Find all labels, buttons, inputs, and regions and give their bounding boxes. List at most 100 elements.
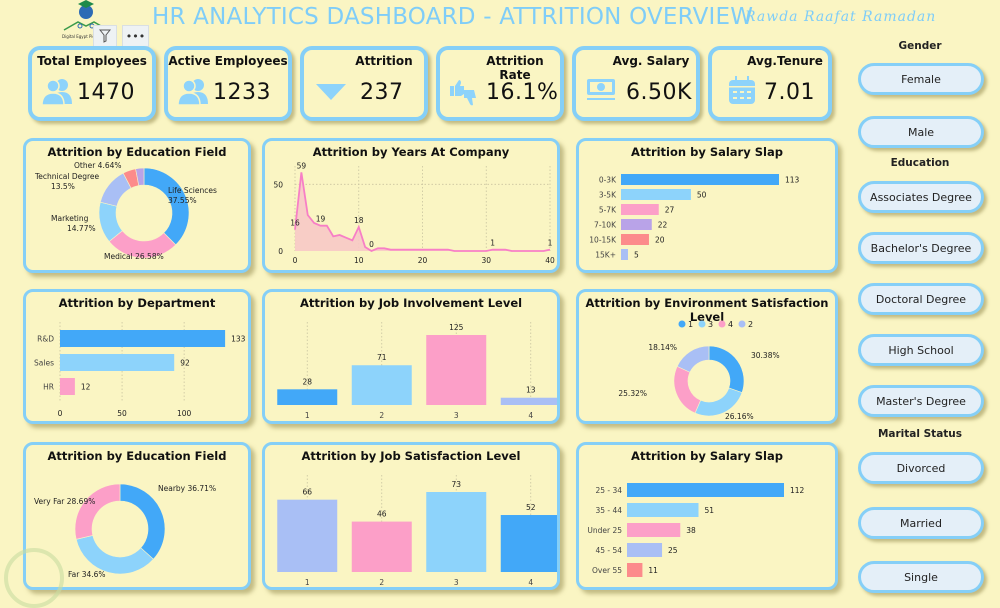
x-tick-label: 40	[545, 256, 555, 265]
slicer-option-masters-degree[interactable]: Master's Degree	[858, 385, 984, 417]
chart-canvas: 0-3K 113 3-5K 50 5-7K 27 7-10K 22 10-15K 20 15K+ 5	[589, 174, 800, 260]
legend-marker	[718, 320, 726, 328]
data-label: Other 4.64%	[74, 161, 122, 170]
chart-title: Attrition by Salary Slap	[631, 145, 783, 159]
category-label: 7-10K	[594, 221, 617, 230]
chart-environment-satisfaction[interactable]: Attrition by Environment Satisfaction Le…	[576, 289, 838, 424]
chart-education-field[interactable]: Attrition by Education Field Life Scienc…	[23, 138, 251, 273]
chart-canvas: 25 - 34 112 35 - 44 51 Under 25 38 45 - 54 25 Ov…	[587, 483, 805, 577]
slicer-option-high-school[interactable]: High School	[858, 334, 984, 366]
watermark-icon	[4, 548, 64, 608]
data-label: 27	[665, 206, 675, 215]
bar	[60, 378, 75, 395]
chart-salary-slab[interactable]: Attrition by Salary Slap 0-3K 113 3-5K 50 5-…	[576, 138, 838, 273]
chart-title: Attrition by Job Involvement Level	[299, 296, 523, 310]
data-label: Very Far 28.69%	[34, 497, 95, 506]
category-label: 3-5K	[599, 191, 617, 200]
bar	[627, 523, 681, 537]
data-label: 125	[449, 323, 464, 332]
legend-label: 4	[728, 320, 733, 329]
donut-slice	[143, 167, 190, 246]
kpi-active-employees: Active Employees 1233	[164, 46, 292, 121]
slicer-option-single[interactable]: Single	[858, 561, 984, 593]
donut-slice	[74, 483, 121, 540]
slicer-option-married[interactable]: Married	[858, 507, 984, 539]
category-label: 1	[305, 411, 310, 420]
bar	[621, 219, 652, 230]
legend-label: 3	[708, 320, 713, 329]
bar	[621, 234, 649, 245]
kpi-value: 1470	[77, 80, 135, 105]
category-label: 4	[528, 411, 533, 420]
kpi-value: 16.1%	[486, 80, 559, 105]
chart-title: Attrition by Job Satisfaction Level	[301, 449, 521, 463]
data-label: 50	[697, 191, 707, 200]
money-icon	[587, 79, 615, 100]
logo-text: Digital Egypt Pioneers	[62, 34, 106, 39]
data-label: 25.32%	[618, 389, 647, 398]
kpi-label: Avg. Salary	[612, 54, 690, 68]
calendar-icon	[729, 76, 755, 104]
bar	[60, 354, 175, 371]
legend-label: 1	[688, 320, 693, 329]
category-label: 5-7K	[599, 206, 617, 215]
slicer-option-divorced[interactable]: Divorced	[858, 452, 984, 484]
bar	[426, 335, 487, 405]
slicer-option-female[interactable]: Female	[858, 63, 984, 95]
data-label: 20	[655, 236, 665, 245]
more-options-button[interactable]: •••	[122, 25, 149, 47]
data-label: 66	[302, 488, 312, 497]
x-tick-label: 10	[354, 256, 364, 265]
chart-department[interactable]: Attrition by Department 0 50 100 R&D 133 Sale…	[23, 289, 251, 424]
bar	[500, 515, 557, 572]
filter-button[interactable]	[93, 25, 117, 47]
filter-icon	[99, 29, 111, 43]
category-label: 2	[379, 411, 384, 420]
x-tick-label: 50	[117, 409, 127, 418]
category-label: 3	[454, 578, 459, 587]
chart-years-at-company[interactable]: Attrition by Years At Company 0 10 20 30 40 0…	[262, 138, 560, 273]
category-label: 0-3K	[599, 176, 617, 185]
data-label: 51	[704, 506, 714, 515]
kpi-total-employees: Total Employees 1470	[28, 46, 156, 121]
chart-canvas: 0 50 100 R&D 133 Sales 92 HR 12	[34, 322, 246, 418]
data-label: 11	[648, 566, 658, 575]
kpi-value: 1233	[213, 80, 271, 105]
data-label: 28	[302, 377, 312, 386]
kpi-label: Avg.Tenure	[747, 54, 823, 68]
data-label: Life Sciences	[168, 186, 217, 195]
slicer-option-male[interactable]: Male	[858, 116, 984, 148]
kpi-avg-tenure: Avg.Tenure 7.01	[708, 46, 832, 121]
slicer-option-bachelors-degree[interactable]: Bachelor's Degree	[858, 232, 984, 264]
slicer-title-marital-status: Marital Status	[877, 428, 963, 440]
series-line	[294, 172, 551, 253]
slicer-option-associates-degree[interactable]: Associates Degree	[858, 181, 984, 213]
data-label: 1	[490, 239, 495, 248]
kpi-label: Total Employees	[37, 54, 147, 68]
bar	[621, 249, 628, 260]
chart-job-satisfaction[interactable]: Attrition by Job Satisfaction Level 66 1 4…	[262, 442, 560, 590]
data-label: 26.16%	[725, 412, 754, 421]
y-tick-label: 0	[278, 247, 283, 256]
users-icon	[41, 79, 72, 106]
legend-marker	[698, 320, 706, 328]
data-label: 46	[377, 510, 387, 519]
thumbs-up-down-icon	[450, 80, 476, 106]
slicer-option-doctoral-degree[interactable]: Doctoral Degree	[858, 283, 984, 315]
bar	[426, 492, 487, 572]
chart-age-group[interactable]: Attrition by Salary Slap 25 - 34 112 35 - …	[576, 442, 838, 590]
data-label: 52	[526, 503, 536, 512]
data-label: 5	[634, 251, 639, 260]
legend-marker	[738, 320, 746, 328]
data-label: 0	[369, 240, 374, 249]
category-label: 1	[305, 578, 310, 587]
category-label: 4	[528, 578, 533, 587]
category-label: 2	[379, 578, 384, 587]
donut-slice	[75, 535, 154, 575]
data-label: 14.77%	[67, 224, 96, 233]
data-label: 16	[290, 219, 300, 228]
y-tick-label: 50	[273, 180, 283, 189]
legend-label: 2	[748, 320, 753, 329]
chart-job-involvement[interactable]: Attrition by Job Involvement Level 28 1 71…	[262, 289, 560, 424]
